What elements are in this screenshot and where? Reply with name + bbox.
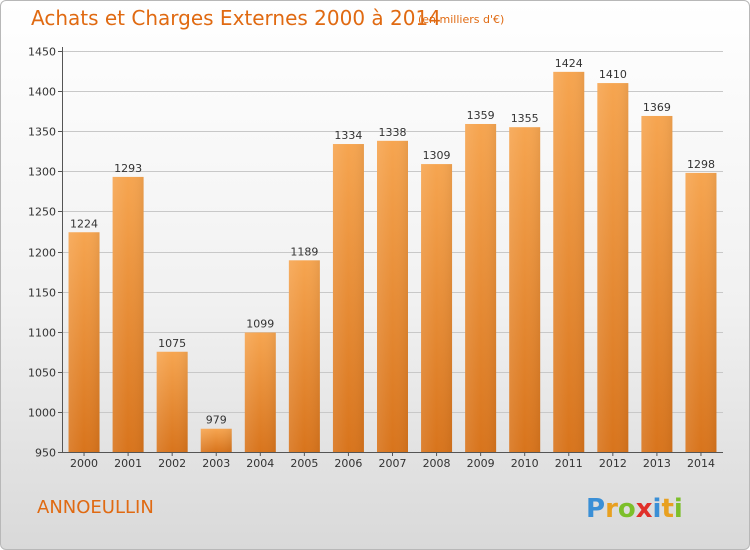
x-tick-label: 2014 xyxy=(687,457,715,470)
y-tick-label: 950 xyxy=(35,447,56,460)
x-tick-label: 2006 xyxy=(334,457,362,470)
bar-shade xyxy=(332,144,364,453)
y-tick-label: 1250 xyxy=(28,206,56,219)
data-label: 1355 xyxy=(511,112,539,125)
data-label: 1410 xyxy=(599,68,627,81)
data-labels: 1224 1293 1075 979 1099 1189 1334 1338 1309 1359 1… xyxy=(70,57,715,427)
x-tick-label: 2003 xyxy=(202,457,230,470)
y-tick-label: 1200 xyxy=(28,247,56,260)
x-tick-label: 2000 xyxy=(70,457,98,470)
y-tick-label: 1100 xyxy=(28,327,56,340)
x-tick-label: 2004 xyxy=(246,457,274,470)
bar-shade xyxy=(597,83,629,452)
data-label: 1224 xyxy=(70,217,98,230)
data-label: 1298 xyxy=(687,158,715,171)
x-tick-label: 2013 xyxy=(643,457,671,470)
y-tick-label: 1450 xyxy=(28,46,56,59)
x-tick-label: 2011 xyxy=(555,457,583,470)
data-label: 1424 xyxy=(555,57,583,70)
bar-shade xyxy=(288,260,320,452)
bar-shade xyxy=(68,232,100,452)
svg-text:Proxiti: Proxiti xyxy=(586,494,683,524)
y-tick-label: 1400 xyxy=(28,86,56,99)
x-tick-label: 2007 xyxy=(379,457,407,470)
x-tick-label: 2008 xyxy=(423,457,451,470)
data-label: 1359 xyxy=(467,109,495,122)
bar-shade xyxy=(200,428,232,452)
x-tick-label: 2001 xyxy=(114,457,142,470)
data-label: 1099 xyxy=(246,318,274,331)
y-tick-label: 1050 xyxy=(28,367,56,380)
bar-shade xyxy=(377,140,408,452)
bar-shade xyxy=(156,351,188,452)
data-label: 1334 xyxy=(334,129,362,142)
bar-shade xyxy=(244,332,276,452)
data-label: 1309 xyxy=(423,149,451,162)
bar-shade xyxy=(641,115,673,452)
bar-shade xyxy=(112,176,144,452)
x-tick-label: 2005 xyxy=(290,457,318,470)
data-label: 1293 xyxy=(114,162,142,175)
x-tick-label: 2012 xyxy=(599,457,627,470)
data-label: 979 xyxy=(206,414,227,427)
chart-subtitle: (en milliers d'€) xyxy=(418,13,505,26)
bar-shade xyxy=(465,123,497,453)
data-label: 1189 xyxy=(290,245,318,258)
data-label: 1369 xyxy=(643,101,671,114)
data-label: 1075 xyxy=(158,337,186,350)
data-label: 1338 xyxy=(379,126,407,139)
x-tick-label: 2009 xyxy=(467,457,495,470)
chart-title: Achats et Charges Externes 2000 à 2014 xyxy=(31,6,441,30)
bar-shade xyxy=(421,164,453,452)
y-tick-label: 1150 xyxy=(28,287,56,300)
proxiti-logo[interactable]: Proxiti xyxy=(584,488,694,528)
bar-shade xyxy=(509,127,541,452)
y-tick-label: 1350 xyxy=(28,126,56,139)
axes: 950 1000 1050 1100 1150 1200 1250 1300 1350 1400 1… xyxy=(28,46,723,470)
bar-shade xyxy=(685,172,717,453)
y-tick-label: 1300 xyxy=(28,166,56,179)
x-tick-label: 2002 xyxy=(158,457,186,470)
y-tick-label: 1000 xyxy=(28,407,56,420)
bars xyxy=(68,71,717,453)
bar-shade xyxy=(553,71,585,453)
x-tick-label: 2010 xyxy=(511,457,539,470)
commune-name: ANNOEULLIN xyxy=(37,497,154,518)
